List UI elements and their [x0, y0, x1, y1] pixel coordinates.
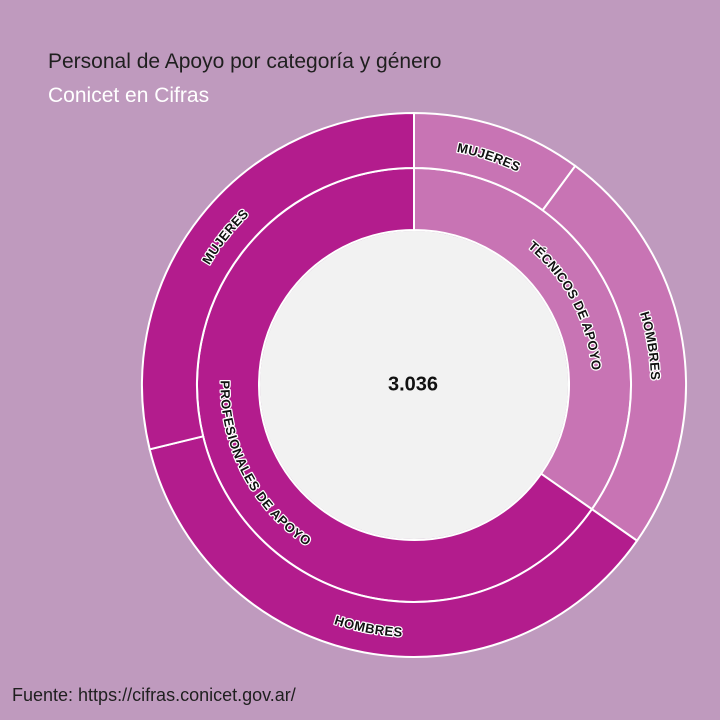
center-disk	[260, 231, 568, 539]
slice-profesionales-de-apoyo-mujeres[interactable]	[141, 111, 415, 451]
center-total-label: 3.036	[388, 373, 438, 395]
chart-subtitle: Conicet en Cifras	[48, 84, 210, 107]
chart-title: Personal de Apoyo por categoría y género	[48, 50, 442, 73]
source-note: Fuente: https://cifras.conicet.gov.ar/	[12, 685, 296, 705]
slice-profesionales-de-apoyo-hombres[interactable]	[148, 435, 639, 658]
chart-slices	[141, 111, 687, 658]
